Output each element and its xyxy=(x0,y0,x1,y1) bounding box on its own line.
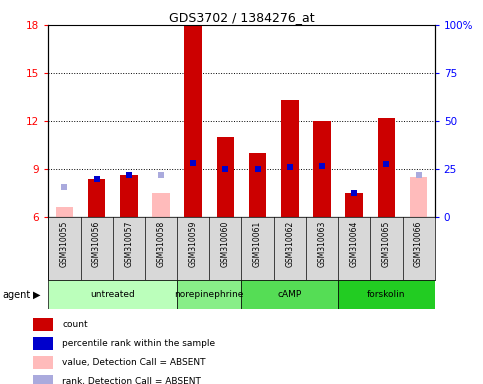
Text: GSM310059: GSM310059 xyxy=(189,221,198,267)
FancyBboxPatch shape xyxy=(177,280,242,309)
Bar xyxy=(88,179,105,217)
Text: untreated: untreated xyxy=(90,290,135,299)
Text: GSM310057: GSM310057 xyxy=(124,221,133,267)
Text: forskolin: forskolin xyxy=(367,290,406,299)
Bar xyxy=(56,207,73,217)
Text: percentile rank within the sample: percentile rank within the sample xyxy=(62,339,215,348)
Text: GSM310060: GSM310060 xyxy=(221,221,230,267)
Text: GSM310062: GSM310062 xyxy=(285,221,294,267)
Text: GSM310063: GSM310063 xyxy=(317,221,327,267)
Bar xyxy=(33,375,54,384)
Text: GSM310056: GSM310056 xyxy=(92,221,101,267)
Bar xyxy=(33,337,54,350)
Text: GSM310066: GSM310066 xyxy=(414,221,423,267)
Text: agent: agent xyxy=(2,290,30,300)
Bar xyxy=(249,153,267,217)
Title: GDS3702 / 1384276_at: GDS3702 / 1384276_at xyxy=(169,11,314,24)
Text: GSM310064: GSM310064 xyxy=(350,221,359,267)
Text: value, Detection Call = ABSENT: value, Detection Call = ABSENT xyxy=(62,358,206,367)
Bar xyxy=(120,175,138,217)
Text: ▶: ▶ xyxy=(33,290,41,300)
FancyBboxPatch shape xyxy=(338,280,435,309)
Bar xyxy=(216,137,234,217)
Text: GSM310058: GSM310058 xyxy=(156,221,166,267)
FancyBboxPatch shape xyxy=(48,280,177,309)
Bar xyxy=(33,356,54,369)
Text: count: count xyxy=(62,319,88,329)
Text: cAMP: cAMP xyxy=(278,290,302,299)
Bar xyxy=(152,193,170,217)
FancyBboxPatch shape xyxy=(242,280,338,309)
Bar xyxy=(33,318,54,331)
Text: GSM310055: GSM310055 xyxy=(60,221,69,267)
Bar xyxy=(378,118,395,217)
Bar xyxy=(185,25,202,217)
Bar xyxy=(313,121,331,217)
Bar xyxy=(345,193,363,217)
Bar xyxy=(410,177,427,217)
Text: rank, Detection Call = ABSENT: rank, Detection Call = ABSENT xyxy=(62,377,201,384)
Text: norepinephrine: norepinephrine xyxy=(175,290,244,299)
Text: GSM310065: GSM310065 xyxy=(382,221,391,267)
Bar xyxy=(281,100,298,217)
Text: GSM310061: GSM310061 xyxy=(253,221,262,267)
